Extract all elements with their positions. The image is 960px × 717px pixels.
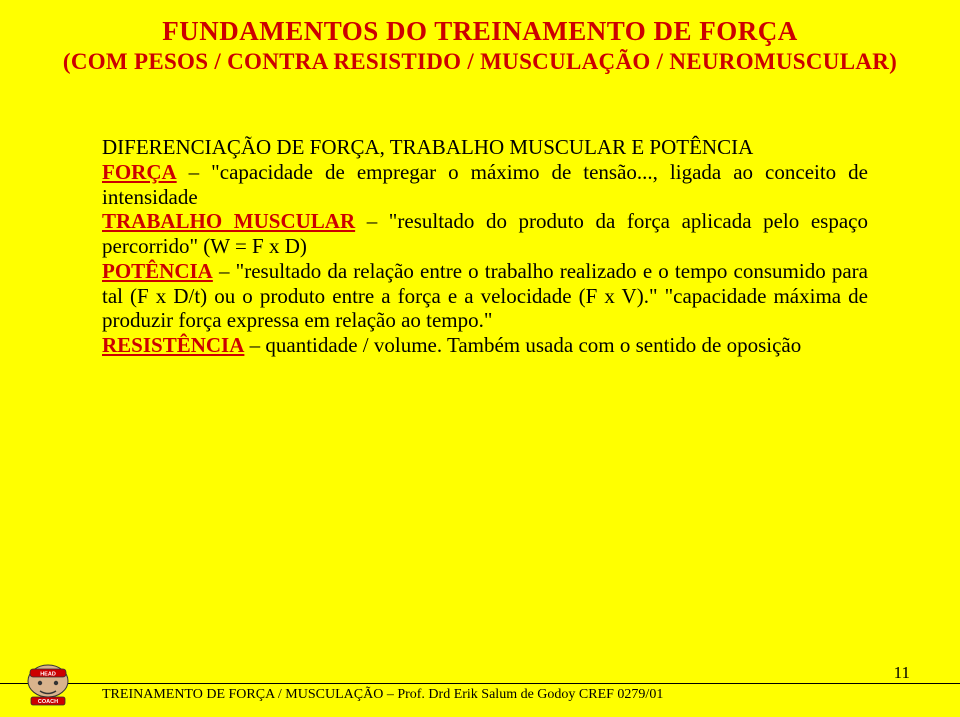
trabalho-keyword: TRABALHO MUSCULAR <box>102 209 355 233</box>
resistencia-paragraph: RESISTÊNCIA – quantidade / volume. També… <box>102 333 868 358</box>
resistencia-text: – quantidade / volume. Também usada com … <box>244 333 801 357</box>
title-line-2: (COM PESOS / CONTRA RESISTIDO / MUSCULAÇ… <box>0 49 960 75</box>
page-number: 11 <box>894 663 910 683</box>
logo-icon: HEAD COACH <box>18 661 78 709</box>
section-heading: DIFERENCIAÇÃO DE FORÇA, TRABALHO MUSCULA… <box>102 135 868 160</box>
potencia-text: – "resultado da relação entre o trabalho… <box>102 259 868 333</box>
svg-text:HEAD: HEAD <box>40 672 56 678</box>
forca-text: – "capacidade de empregar o máximo de te… <box>102 160 868 209</box>
potencia-paragraph: POTÊNCIA – "resultado da relação entre o… <box>102 259 868 333</box>
forca-keyword: FORÇA <box>102 160 177 184</box>
header: FUNDAMENTOS DO TREINAMENTO DE FORÇA (COM… <box>0 0 960 75</box>
content-block: DIFERENCIAÇÃO DE FORÇA, TRABALHO MUSCULA… <box>0 75 960 358</box>
footer: TREINAMENTO DE FORÇA / MUSCULAÇÃO – Prof… <box>0 683 960 703</box>
forca-paragraph: FORÇA – "capacidade de empregar o máximo… <box>102 160 868 210</box>
potencia-keyword: POTÊNCIA <box>102 259 213 283</box>
trabalho-paragraph: TRABALHO MUSCULAR – "resultado do produt… <box>102 209 868 259</box>
footer-text: TREINAMENTO DE FORÇA / MUSCULAÇÃO – Prof… <box>0 687 960 703</box>
resistencia-keyword: RESISTÊNCIA <box>102 333 244 357</box>
svg-text:COACH: COACH <box>38 699 58 705</box>
title-line-1: FUNDAMENTOS DO TREINAMENTO DE FORÇA <box>0 16 960 47</box>
